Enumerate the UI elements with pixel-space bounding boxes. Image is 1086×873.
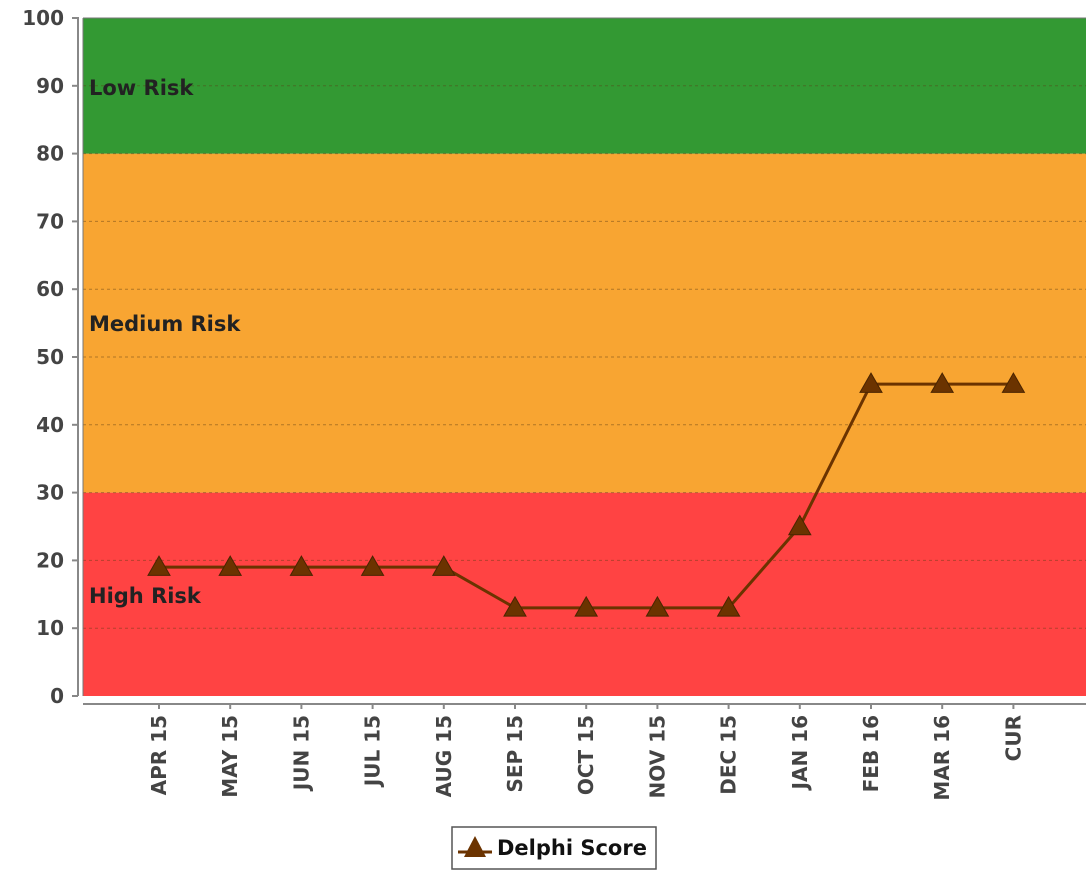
x-tick-label: FEB 16 — [859, 715, 883, 792]
data-point-may-15 — [218, 555, 243, 576]
band-label-low-risk: Low Risk — [89, 76, 194, 100]
y-tick-label: 90 — [36, 74, 64, 98]
gridlines — [83, 85, 1086, 629]
data-point-cur — [1001, 372, 1026, 393]
x-axis-tick-labels: APR 15 MAY 15 JUN 15 JUL 15 AUG 15 SEP 15 OCT … — [147, 704, 1025, 801]
legend: Delphi Score — [451, 826, 657, 870]
y-tick-label: 40 — [36, 413, 64, 437]
y-tick-label: 100 — [22, 6, 64, 30]
risk-band-high-risk — [83, 492, 1086, 696]
legend-box — [451, 826, 657, 870]
x-tick-label: MAR 16 — [930, 715, 954, 801]
x-tick-label: NOV 15 — [645, 715, 669, 798]
x-tick-label: AUG 15 — [432, 715, 456, 797]
band-label-medium-risk: Medium Risk — [89, 312, 241, 336]
y-tick-label: 20 — [36, 548, 64, 572]
x-tick-label: DEC 15 — [717, 715, 741, 795]
y-tick-label: 30 — [36, 481, 64, 505]
x-tick-label: JUN 15 — [289, 715, 313, 792]
data-point-jul-15 — [360, 555, 385, 576]
legend-triangle-swatch — [464, 836, 486, 857]
data-point-mar-16 — [930, 372, 955, 393]
y-tick-label: 0 — [50, 684, 64, 708]
risk-bands — [83, 18, 1086, 696]
data-point-feb-16 — [859, 372, 883, 393]
x-tick-label: CUR — [1001, 715, 1025, 761]
y-tick-label: 10 — [36, 616, 64, 640]
data-point-jan-16 — [787, 514, 812, 536]
band-label-high-risk: High Risk — [89, 584, 202, 608]
y-tick-label: 50 — [36, 345, 64, 369]
data-point-nov-15 — [645, 595, 670, 617]
risk-band-low-risk — [83, 18, 1086, 154]
data-point-jun-15 — [289, 555, 314, 576]
data-point-sep-15 — [503, 595, 527, 617]
risk-band-medium-risk — [83, 153, 1086, 493]
legend-label-delphi-score: Delphi Score — [497, 836, 647, 860]
risk-band-labels: High Risk Medium Risk Low Risk — [89, 76, 241, 608]
y-tick-label: 60 — [36, 277, 64, 301]
x-tick-label: JAN 16 — [788, 715, 812, 791]
y-tick-label: 80 — [36, 142, 64, 166]
y-axis-tick-labels: 0 10 20 30 40 50 60 70 80 90 100 — [22, 6, 78, 708]
data-point-apr-15 — [147, 555, 171, 576]
x-tick-label: SEP 15 — [503, 715, 527, 793]
x-tick-label: MAY 15 — [218, 715, 242, 798]
data-point-aug-15 — [431, 555, 456, 576]
x-tick-label: OCT 15 — [574, 715, 598, 795]
x-tick-label: APR 15 — [147, 715, 171, 795]
data-point-oct-15 — [574, 595, 599, 617]
y-tick-label: 70 — [36, 209, 64, 233]
series-delphi-score — [147, 372, 1026, 617]
x-tick-label: JUL 15 — [361, 715, 385, 788]
data-point-dec-15 — [716, 595, 741, 617]
